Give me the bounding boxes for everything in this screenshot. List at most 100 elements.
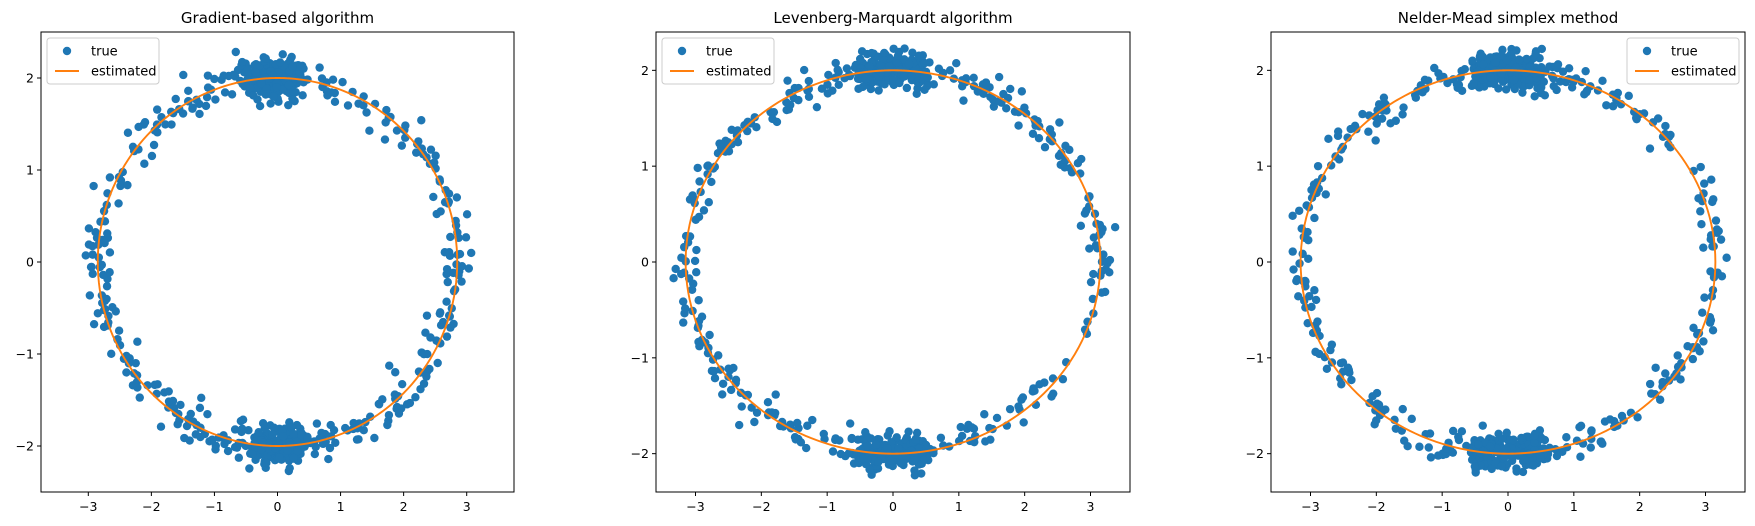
true-point — [123, 128, 133, 137]
true-point — [709, 366, 719, 376]
true-point — [1364, 127, 1373, 136]
true-point — [892, 433, 901, 442]
true-point — [89, 319, 99, 329]
true-point — [435, 309, 445, 318]
true-point — [114, 199, 123, 208]
true-point — [156, 422, 166, 431]
true-point — [202, 92, 212, 102]
true-point — [220, 88, 230, 97]
y-tick-label: 1 — [641, 159, 649, 174]
true-point — [1473, 440, 1483, 449]
true-point — [1531, 49, 1540, 59]
true-point — [1411, 93, 1421, 102]
true-point — [794, 95, 803, 105]
true-point — [1288, 211, 1297, 221]
true-point — [329, 425, 339, 435]
true-point — [261, 54, 270, 63]
true-point — [390, 390, 400, 399]
true-point — [330, 97, 340, 107]
true-point — [445, 248, 454, 257]
plot-area — [1288, 44, 1731, 477]
y-tick-label: −2 — [1246, 446, 1264, 461]
true-point — [1310, 213, 1319, 223]
true-point — [330, 88, 339, 98]
true-point — [414, 137, 423, 146]
true-point — [1073, 159, 1083, 168]
true-point — [1398, 404, 1407, 414]
true-point — [1374, 100, 1384, 109]
true-point — [203, 71, 213, 80]
true-point — [203, 83, 213, 92]
x-tick-label: −1 — [1433, 499, 1451, 514]
true-point — [733, 138, 743, 147]
subplot-3: −3 −2 −1 0 1 2 3 −2 −1 0 1 2 Nelder-Mead simplex met… — [1246, 9, 1746, 514]
true-point — [1587, 427, 1596, 436]
true-point — [164, 397, 174, 406]
true-point — [184, 86, 193, 96]
true-point — [411, 393, 420, 402]
true-point — [1478, 421, 1487, 430]
true-point — [461, 233, 471, 242]
true-point — [275, 58, 285, 67]
legend: true estimated — [1626, 37, 1740, 85]
true-point — [981, 78, 991, 87]
true-point — [920, 58, 929, 68]
true-point — [669, 274, 678, 283]
true-point — [287, 423, 296, 432]
true-point — [283, 446, 292, 455]
y-tick-label: −1 — [16, 347, 34, 362]
true-point — [275, 453, 284, 462]
legend-label-true: true — [91, 45, 118, 60]
true-point — [93, 309, 103, 318]
true-point — [1424, 443, 1433, 452]
true-point — [251, 68, 260, 77]
true-point — [1097, 227, 1106, 237]
true-point — [317, 74, 327, 83]
true-point — [699, 206, 709, 215]
true-point — [959, 96, 968, 105]
true-point — [1034, 134, 1044, 143]
x-tick-label: 1 — [1570, 499, 1578, 514]
true-point — [116, 181, 125, 191]
true-point — [1502, 428, 1511, 437]
x-tick-label: −1 — [818, 499, 836, 514]
true-point — [1501, 85, 1511, 94]
true-point — [1305, 292, 1314, 301]
true-point — [431, 151, 440, 160]
true-point — [697, 312, 707, 321]
true-point — [1028, 129, 1038, 139]
true-point — [85, 291, 95, 300]
true-point — [325, 443, 335, 453]
true-point — [769, 107, 779, 117]
true-point — [804, 76, 814, 86]
true-point — [1673, 351, 1682, 360]
true-point — [449, 319, 458, 329]
true-point — [1322, 364, 1332, 374]
true-point — [900, 44, 909, 53]
true-point — [210, 74, 219, 84]
true-point — [269, 92, 278, 101]
y-tick-label: −2 — [16, 439, 34, 454]
true-point — [1289, 265, 1298, 274]
true-point — [446, 232, 455, 242]
true-point — [707, 177, 716, 187]
true-point — [828, 447, 838, 456]
estimated-line — [684, 69, 1102, 455]
true-point — [105, 173, 115, 182]
subplot-1: −3 −2 −1 0 1 2 3 −2 −1 0 1 2 Gradient-based algorith… — [16, 9, 515, 514]
x-tick-label: 1 — [337, 499, 345, 514]
subplot-2: −3 −2 −1 0 1 2 3 −2 −1 0 1 2 Levenberg-Marquardt alg… — [631, 9, 1131, 514]
true-point — [872, 440, 881, 449]
true-point — [462, 210, 472, 219]
true-point — [1479, 60, 1488, 69]
true-point — [1651, 363, 1660, 372]
true-point — [1497, 462, 1506, 471]
y-tick-label: 2 — [641, 63, 649, 78]
true-point — [1097, 257, 1107, 266]
true-point — [161, 120, 170, 129]
true-point — [383, 420, 392, 430]
true-point — [1453, 83, 1462, 92]
true-point — [1415, 442, 1424, 451]
legend: true estimated — [661, 37, 775, 85]
true-point — [1518, 467, 1528, 477]
